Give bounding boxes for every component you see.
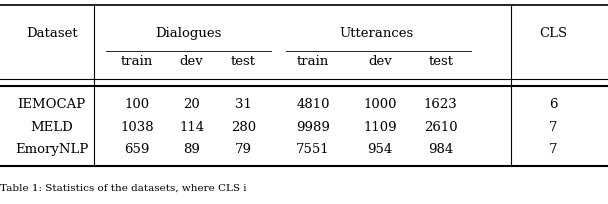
- Text: 7: 7: [549, 121, 558, 134]
- Text: 7: 7: [549, 143, 558, 156]
- Text: 1000: 1000: [363, 98, 397, 111]
- Text: train: train: [120, 55, 153, 68]
- Text: 280: 280: [230, 121, 256, 134]
- Text: 31: 31: [235, 98, 252, 111]
- Text: 20: 20: [183, 98, 200, 111]
- Text: 1623: 1623: [424, 98, 458, 111]
- Text: IEMOCAP: IEMOCAP: [18, 98, 86, 111]
- Text: 89: 89: [183, 143, 200, 156]
- Text: EmoryNLP: EmoryNLP: [15, 143, 88, 156]
- Text: 659: 659: [124, 143, 150, 156]
- Text: CLS: CLS: [539, 27, 567, 40]
- Text: Dialogues: Dialogues: [155, 27, 222, 40]
- Text: Table 1: Statistics of the datasets, where CLS i: Table 1: Statistics of the datasets, whe…: [0, 183, 246, 192]
- Text: 1109: 1109: [363, 121, 397, 134]
- Text: 6: 6: [549, 98, 558, 111]
- Text: dev: dev: [368, 55, 392, 68]
- Text: MELD: MELD: [30, 121, 73, 134]
- Text: 79: 79: [235, 143, 252, 156]
- Text: Utterances: Utterances: [340, 27, 414, 40]
- Text: 9989: 9989: [296, 121, 330, 134]
- Text: 4810: 4810: [296, 98, 330, 111]
- Text: 984: 984: [428, 143, 454, 156]
- Text: train: train: [297, 55, 330, 68]
- Text: dev: dev: [179, 55, 204, 68]
- Text: test: test: [428, 55, 454, 68]
- Text: 100: 100: [124, 98, 150, 111]
- Text: Dataset: Dataset: [26, 27, 77, 40]
- Text: 954: 954: [367, 143, 393, 156]
- Text: 2610: 2610: [424, 121, 458, 134]
- Text: test: test: [230, 55, 256, 68]
- Text: 1038: 1038: [120, 121, 154, 134]
- Text: 114: 114: [179, 121, 204, 134]
- Text: 7551: 7551: [296, 143, 330, 156]
